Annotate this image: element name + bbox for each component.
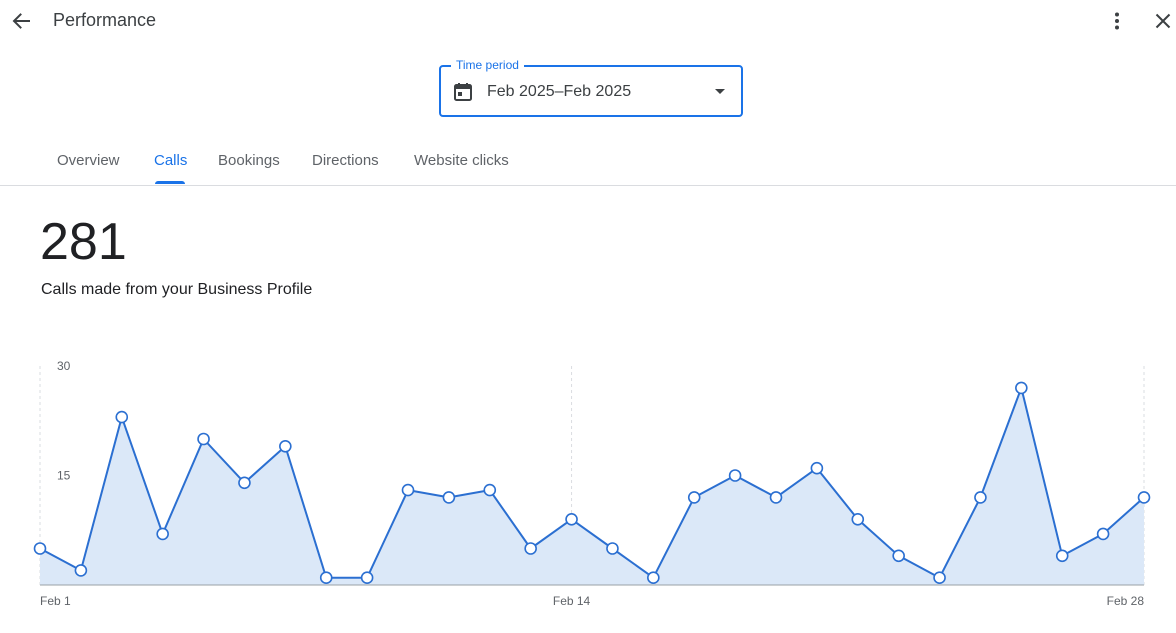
time-period-value: Feb 2025–Feb 2025 — [487, 83, 632, 100]
data-point-5 — [197, 432, 210, 446]
data-point-7 — [279, 440, 292, 453]
more-vert-icon — [1115, 12, 1119, 30]
close-button[interactable] — [1150, 6, 1176, 36]
calls-area — [40, 387, 1144, 585]
data-point-14 — [565, 513, 578, 526]
tab-bookings[interactable]: Bookings — [218, 152, 280, 169]
arrow-back-icon — [12, 13, 30, 29]
data-point-12 — [483, 483, 497, 497]
close-icon — [1155, 13, 1171, 29]
metric-tabs: Overview Calls Bookings Directions Websi… — [0, 140, 1176, 186]
data-point-15 — [606, 542, 619, 555]
data-point-25 — [1015, 381, 1028, 395]
y-tick-label-30: 30 — [57, 359, 71, 373]
data-point-2 — [74, 564, 88, 577]
data-point-19 — [769, 491, 783, 504]
data-point-24 — [974, 491, 987, 504]
data-point-11 — [442, 491, 456, 504]
tab-directions[interactable]: Directions — [312, 152, 379, 169]
calls-line — [39, 386, 1145, 579]
data-point-26 — [1055, 549, 1069, 563]
y-tick-label-15: 15 — [57, 469, 71, 483]
data-point-27 — [1096, 527, 1110, 541]
data-point-9 — [360, 571, 374, 584]
caret-down-icon — [715, 89, 725, 94]
metric-caption: Calls made from your Business Profile — [41, 281, 313, 298]
tab-website-clicks[interactable]: Website clicks — [414, 152, 509, 169]
metric-value: 281 — [40, 213, 127, 271]
data-point-10 — [401, 483, 415, 497]
data-point-8 — [319, 571, 333, 584]
tab-overview[interactable]: Overview — [57, 152, 120, 169]
data-point-6 — [238, 476, 251, 490]
data-point-22 — [892, 549, 905, 563]
data-point-13 — [524, 542, 537, 555]
x-tick-label-0: Feb 1 — [40, 594, 71, 608]
back-button[interactable] — [6, 6, 36, 36]
more-options-button[interactable] — [1103, 6, 1131, 36]
top-bar: Performance — [0, 0, 1176, 42]
time-period-select[interactable]: Time period Feb 2025–Feb 2025 — [439, 58, 743, 117]
data-point-28 — [1137, 491, 1151, 504]
data-point-21 — [851, 513, 865, 526]
data-point-16 — [647, 571, 660, 584]
data-point-23 — [933, 571, 946, 584]
data-point-4 — [156, 527, 169, 541]
calendar-icon — [454, 83, 472, 101]
x-tick-label-2: Feb 28 — [1107, 594, 1145, 608]
x-tick-label-1: Feb 14 — [553, 594, 591, 608]
tab-calls[interactable]: Calls — [154, 152, 188, 169]
active-tab-indicator — [155, 181, 185, 184]
calls-chart: 15 30 Feb 1 Feb 14 Feb 28 — [33, 359, 1151, 608]
data-point-20 — [810, 461, 824, 475]
time-period-label: Time period — [451, 58, 524, 72]
page-title: Performance — [53, 10, 157, 30]
data-point-17 — [687, 491, 701, 504]
data-point-18 — [728, 469, 742, 482]
data-point-1 — [33, 542, 47, 555]
data-point-3 — [115, 410, 129, 424]
